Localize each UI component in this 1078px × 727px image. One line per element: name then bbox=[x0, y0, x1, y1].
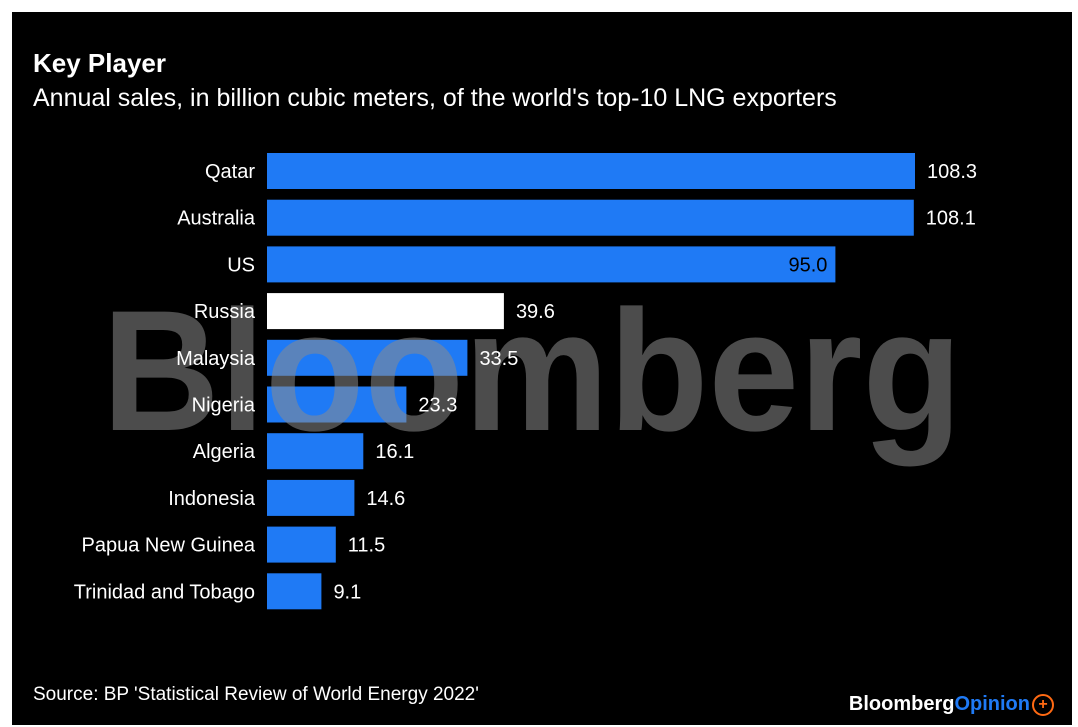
chart-frame: Key Player Annual sales, in billion cubi… bbox=[12, 12, 1072, 725]
value-label: 11.5 bbox=[348, 535, 385, 557]
category-label: Indonesia bbox=[168, 488, 256, 510]
brand-bloomberg-text: Bloomberg bbox=[848, 693, 955, 715]
brand-opinion-text: Opinion bbox=[954, 693, 1030, 715]
category-label: Qatar bbox=[205, 161, 255, 183]
category-label: Australia bbox=[177, 208, 256, 230]
bar-us bbox=[267, 246, 836, 283]
plus-icon: + bbox=[1032, 694, 1054, 716]
category-label: Nigeria bbox=[192, 395, 256, 417]
chart-title: Key Player bbox=[33, 48, 166, 78]
bar-algeria bbox=[267, 433, 364, 470]
value-label: 108.3 bbox=[927, 161, 977, 183]
category-label: Trinidad and Tobago bbox=[74, 581, 255, 603]
category-label: Papua New Guinea bbox=[82, 535, 256, 557]
category-label: Algeria bbox=[193, 441, 256, 463]
value-label: 95.0 bbox=[788, 254, 827, 276]
bar-papua-new-guinea bbox=[267, 526, 336, 563]
category-label: Malaysia bbox=[176, 348, 256, 370]
bloomberg-watermark: Bloomberg bbox=[102, 275, 962, 467]
value-label: 16.1 bbox=[375, 441, 414, 463]
value-label: 23.3 bbox=[418, 395, 457, 417]
value-label: 39.6 bbox=[516, 301, 555, 323]
bar-australia bbox=[267, 199, 914, 236]
bloomberg-opinion-logo: BloombergOpinion + bbox=[849, 693, 1054, 716]
category-label: Russia bbox=[194, 301, 256, 323]
bar-chart: Bloomberg Qatar 108.3 Australia 108.1 US 95.0… bbox=[74, 153, 977, 610]
value-label: 9.1 bbox=[333, 581, 361, 603]
bar-indonesia bbox=[267, 479, 355, 516]
bar-nigeria bbox=[267, 386, 407, 423]
source-note: Source: BP 'Statistical Review of World … bbox=[33, 684, 479, 705]
bar-russia bbox=[267, 293, 504, 330]
bar-qatar bbox=[267, 153, 915, 189]
value-label: 33.5 bbox=[479, 348, 518, 370]
chart-subtitle: Annual sales, in billion cubic meters, o… bbox=[33, 84, 837, 112]
value-label: 14.6 bbox=[366, 488, 405, 510]
category-label: US bbox=[227, 254, 255, 276]
value-label: 108.1 bbox=[926, 208, 976, 230]
bar-malaysia bbox=[267, 339, 468, 376]
bar-trinidad-and-tobago bbox=[267, 573, 322, 610]
